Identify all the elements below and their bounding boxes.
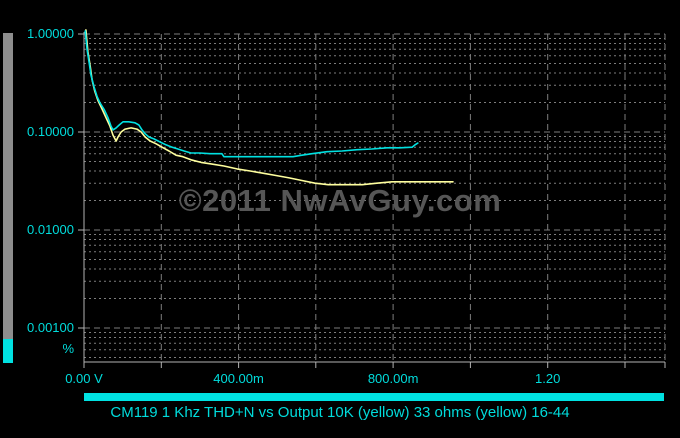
y-axis-label: 0.00100 xyxy=(27,320,74,335)
vertical-scrollbar-thumb[interactable] xyxy=(3,339,13,363)
x-axis-label: 800.00m xyxy=(367,371,419,386)
y-axis-label: 0.10000 xyxy=(27,124,74,139)
x-axis-label: 0.00 V xyxy=(65,371,103,386)
y-axis-label: 1.00000 xyxy=(27,26,74,41)
y-axis-unit-label: % xyxy=(62,341,74,356)
x-axis-label: 1.20 xyxy=(535,371,561,386)
vertical-scrollbar-track[interactable] xyxy=(3,33,13,339)
horizontal-scrollbar-thumb[interactable] xyxy=(84,393,664,401)
watermark: ©2011 NwAvGuy.com xyxy=(179,183,502,218)
cyan-trace xyxy=(84,30,419,158)
x-axis-label: 400.00m xyxy=(213,371,264,386)
yellow-trace xyxy=(85,29,454,186)
y-axis-label: 0.01000 xyxy=(27,222,74,237)
chart-caption: CM119 1 Khz THD+N vs Output 10K (yellow)… xyxy=(110,404,570,421)
